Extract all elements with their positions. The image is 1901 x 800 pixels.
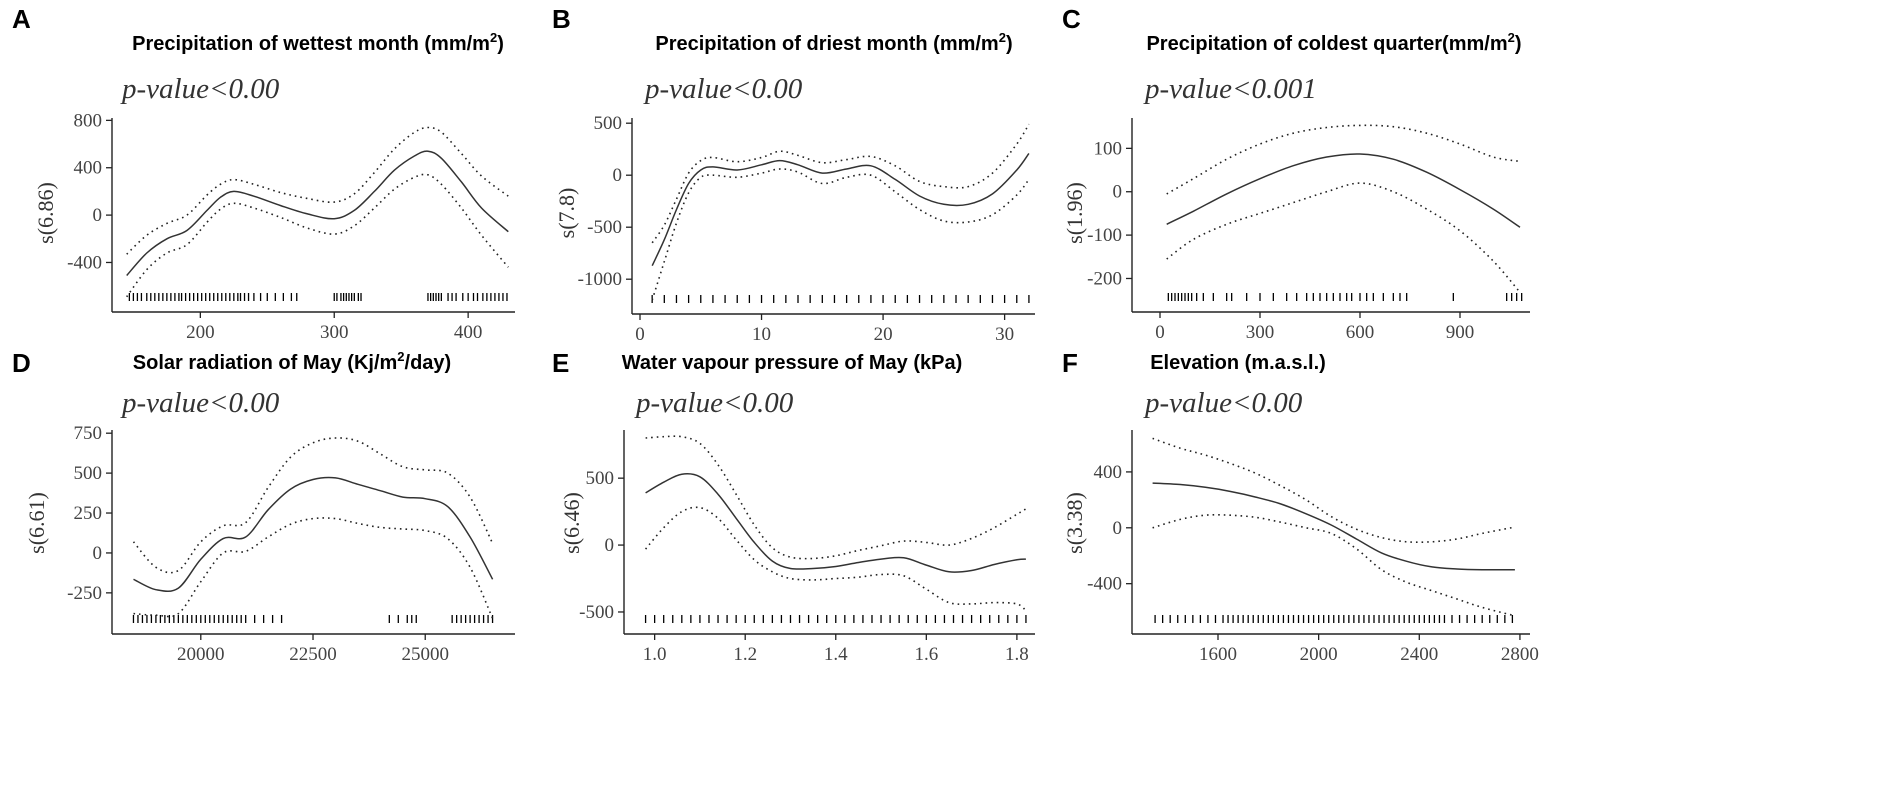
x-tick-label: 30 (995, 324, 1014, 345)
x-tick-label: 0 (635, 324, 645, 345)
y-tick-label: 500 (594, 113, 623, 134)
panel-letter: A (12, 4, 31, 34)
lower-ci-line (1152, 514, 1516, 617)
y-axis-label: s(6.46) (559, 492, 584, 554)
panel-e: E Water vapour pressure of May (kPa) p-val… (552, 348, 1035, 665)
panel-d: D Solar radiation of May (Kj/m2/day) p-val… (12, 348, 515, 665)
y-axis-label: s(7.8) (554, 188, 579, 239)
y-tick-label: -400 (67, 252, 102, 273)
x-tick-label: 600 (1346, 322, 1375, 343)
lower-ci-line (1166, 182, 1521, 293)
y-tick-label: 0 (613, 165, 623, 186)
x-tick-label: 20 (874, 324, 893, 345)
x-tick-label: 1.8 (1005, 644, 1029, 665)
p-value-label: p-value<0.00 (120, 73, 280, 105)
panel-title: Elevation (m.a.s.l.) (1150, 352, 1326, 374)
smooth-estimate-line (651, 152, 1030, 267)
smooth-estimate-line (126, 150, 509, 276)
panel-title: Water vapour pressure of May (kPa) (622, 352, 962, 374)
y-axis-label: s(6.61) (24, 492, 49, 554)
panel-letter: B (552, 4, 571, 34)
upper-ci-line (651, 123, 1030, 244)
p-value-label: p-value<0.00 (643, 73, 803, 105)
panel-c: C Precipitation of coldest quarter(mm/m2)… (1062, 4, 1530, 343)
x-tick-label: 300 (1246, 322, 1275, 343)
y-tick-label: 0 (1113, 182, 1123, 203)
x-tick-label: 200 (186, 322, 215, 343)
y-tick-label: -250 (67, 583, 102, 604)
upper-ci-line (1166, 124, 1521, 195)
panel-title: Precipitation of coldest quarter(mm/m2) (1146, 30, 1521, 55)
x-tick-label: 25000 (401, 644, 449, 665)
x-tick-label: 1600 (1199, 644, 1237, 665)
p-value-label: p-value<0.001 (1143, 73, 1317, 105)
x-tick-label: 22500 (289, 644, 337, 665)
y-tick-label: 800 (74, 110, 103, 131)
y-tick-label: 250 (74, 503, 103, 524)
panel-f: F Elevation (m.a.s.l.) p-value<0.00 s(3.38)… (1062, 348, 1539, 665)
y-tick-label: 400 (1094, 462, 1123, 483)
lower-ci-line (644, 506, 1027, 612)
lower-ci-line (651, 168, 1030, 301)
upper-ci-line (1152, 437, 1516, 544)
y-tick-label: 400 (74, 158, 103, 179)
smooth-estimate-line (645, 473, 1026, 573)
panel-title: Precipitation of driest month (mm/m2) (655, 30, 1012, 55)
smooth-estimate-line (1166, 153, 1521, 228)
x-tick-label: 900 (1446, 322, 1475, 343)
y-tick-label: -1000 (578, 269, 622, 290)
panel-letter: E (552, 348, 569, 378)
y-tick-label: 0 (93, 543, 103, 564)
x-tick-label: 10 (752, 324, 771, 345)
y-tick-label: 500 (74, 463, 103, 484)
y-tick-label: 750 (74, 423, 103, 444)
panel-letter: F (1062, 348, 1078, 378)
smooth-estimate-line (133, 476, 494, 593)
x-tick-label: 300 (320, 322, 349, 343)
y-tick-label: -400 (1087, 574, 1122, 595)
y-axis-label: s(1.96) (1062, 182, 1087, 244)
y-tick-label: -200 (1087, 268, 1122, 289)
y-tick-label: 500 (586, 468, 615, 489)
x-tick-label: 400 (454, 322, 483, 343)
lower-ci-line (133, 517, 494, 619)
panel-letter: C (1062, 4, 1081, 34)
x-tick-label: 2400 (1400, 644, 1438, 665)
y-tick-label: 0 (605, 535, 615, 556)
y-tick-label: 0 (93, 205, 103, 226)
y-tick-label: 0 (1113, 518, 1123, 539)
x-tick-label: 0 (1155, 322, 1165, 343)
smooth-estimate-line (1152, 482, 1515, 571)
y-axis-label: s(3.38) (1062, 492, 1087, 554)
y-tick-label: -500 (579, 602, 614, 623)
x-tick-label: 1.0 (643, 644, 667, 665)
upper-ci-line (132, 437, 494, 574)
y-tick-label: 100 (1094, 138, 1123, 159)
x-tick-label: 1.6 (914, 644, 938, 665)
x-tick-label: 2000 (1300, 644, 1338, 665)
x-tick-label: 1.2 (733, 644, 757, 665)
x-tick-label: 1.4 (824, 644, 848, 665)
panel-b: B Precipitation of driest month (mm/m2) p-… (552, 4, 1035, 345)
y-axis-label: s(6.86) (33, 182, 58, 244)
upper-ci-line (126, 126, 509, 255)
p-value-label: p-value<0.00 (634, 387, 794, 419)
upper-ci-line (645, 435, 1027, 560)
lower-ci-line (126, 173, 509, 298)
x-tick-label: 2800 (1501, 644, 1539, 665)
x-tick-label: 20000 (177, 644, 225, 665)
p-value-label: p-value<0.00 (120, 387, 280, 419)
p-value-label: p-value<0.00 (1143, 387, 1303, 419)
panel-letter: D (12, 348, 31, 378)
panel-title: Precipitation of wettest month (mm/m2) (132, 30, 504, 55)
y-tick-label: -500 (587, 217, 622, 238)
y-tick-label: -100 (1087, 225, 1122, 246)
panel-a: A Precipitation of wettest month (mm/m2) p… (12, 4, 515, 343)
panel-title: Solar radiation of May (Kj/m2/day) (133, 349, 451, 374)
